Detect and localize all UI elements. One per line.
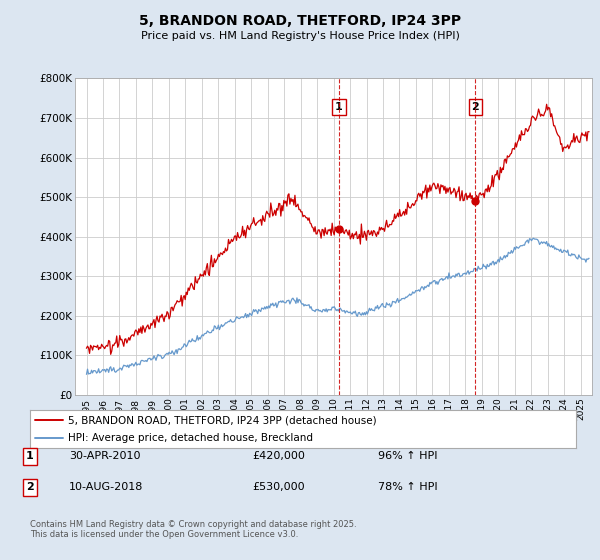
Text: 2: 2 [26,482,34,492]
Text: Contains HM Land Registry data © Crown copyright and database right 2025.
This d: Contains HM Land Registry data © Crown c… [30,520,356,539]
Text: Price paid vs. HM Land Registry's House Price Index (HPI): Price paid vs. HM Land Registry's House … [140,31,460,41]
Text: 30-APR-2010: 30-APR-2010 [69,451,140,461]
Text: 96% ↑ HPI: 96% ↑ HPI [378,451,437,461]
Text: 1: 1 [26,451,34,461]
Text: 5, BRANDON ROAD, THETFORD, IP24 3PP (detached house): 5, BRANDON ROAD, THETFORD, IP24 3PP (det… [68,415,377,425]
Text: 10-AUG-2018: 10-AUG-2018 [69,482,143,492]
Text: 5, BRANDON ROAD, THETFORD, IP24 3PP: 5, BRANDON ROAD, THETFORD, IP24 3PP [139,14,461,28]
Text: 78% ↑ HPI: 78% ↑ HPI [378,482,437,492]
Text: 1: 1 [335,102,343,112]
Text: HPI: Average price, detached house, Breckland: HPI: Average price, detached house, Brec… [68,433,313,443]
Text: £420,000: £420,000 [252,451,305,461]
Text: £530,000: £530,000 [252,482,305,492]
Text: 2: 2 [472,102,479,112]
